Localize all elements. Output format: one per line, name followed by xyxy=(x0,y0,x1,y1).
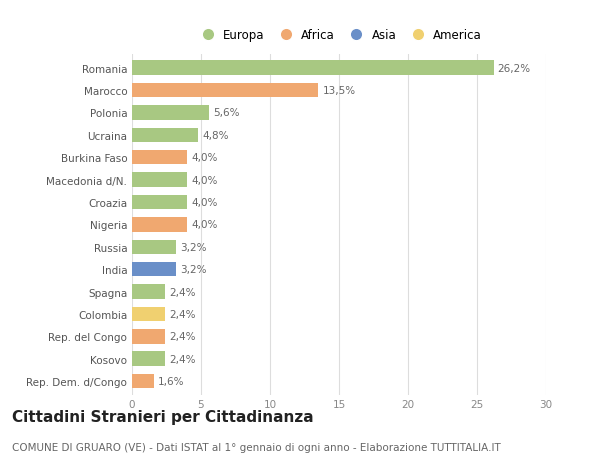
Bar xyxy=(132,128,198,143)
Text: 3,2%: 3,2% xyxy=(181,264,207,274)
Bar xyxy=(132,106,209,120)
Text: 4,0%: 4,0% xyxy=(191,153,218,163)
Text: 4,8%: 4,8% xyxy=(202,130,229,140)
Legend: Europa, Africa, Asia, America: Europa, Africa, Asia, America xyxy=(194,27,484,45)
Text: 4,0%: 4,0% xyxy=(191,175,218,185)
Bar xyxy=(132,173,187,187)
Text: 1,6%: 1,6% xyxy=(158,376,185,386)
Text: 13,5%: 13,5% xyxy=(322,86,356,96)
Bar xyxy=(132,151,187,165)
Bar xyxy=(132,352,165,366)
Bar xyxy=(132,285,165,299)
Text: 2,4%: 2,4% xyxy=(169,332,196,341)
Text: 5,6%: 5,6% xyxy=(214,108,240,118)
Text: 3,2%: 3,2% xyxy=(181,242,207,252)
Bar xyxy=(132,195,187,210)
Text: 4,0%: 4,0% xyxy=(191,220,218,230)
Bar xyxy=(132,307,165,322)
Bar xyxy=(132,84,318,98)
Text: 2,4%: 2,4% xyxy=(169,309,196,319)
Bar xyxy=(132,61,494,76)
Bar xyxy=(132,218,187,232)
Bar xyxy=(132,330,165,344)
Bar xyxy=(132,240,176,255)
Text: 26,2%: 26,2% xyxy=(498,63,531,73)
Text: Cittadini Stranieri per Cittadinanza: Cittadini Stranieri per Cittadinanza xyxy=(12,409,314,425)
Bar xyxy=(132,263,176,277)
Text: 2,4%: 2,4% xyxy=(169,354,196,364)
Bar xyxy=(132,374,154,389)
Text: 2,4%: 2,4% xyxy=(169,287,196,297)
Text: COMUNE DI GRUARO (VE) - Dati ISTAT al 1° gennaio di ogni anno - Elaborazione TUT: COMUNE DI GRUARO (VE) - Dati ISTAT al 1°… xyxy=(12,442,501,452)
Text: 4,0%: 4,0% xyxy=(191,197,218,207)
